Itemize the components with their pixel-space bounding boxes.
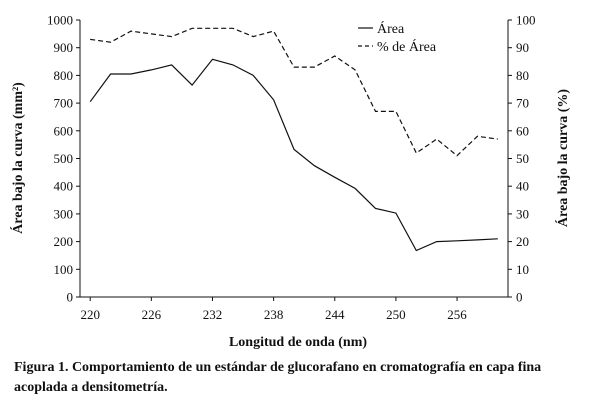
y-tick-label: 200	[54, 234, 74, 249]
legend: Área % de Área	[358, 20, 437, 55]
x-tick-label: 232	[203, 307, 223, 322]
x-tick-label: 256	[447, 307, 467, 322]
y2-tick-label: 90	[516, 40, 529, 55]
y-tick-label: 600	[54, 123, 74, 138]
y-tick-label: 0	[67, 290, 74, 305]
chart-axes	[79, 20, 509, 298]
x-tick-label: 226	[142, 307, 162, 322]
x-tick-label: 250	[386, 307, 406, 322]
y2-tick-label: 10	[516, 262, 529, 277]
y-tick-label: 1000	[47, 13, 73, 28]
y2-tick-label: 50	[516, 151, 529, 166]
x-axis-title: Longitud de onda (nm)	[229, 335, 367, 350]
y-tick-label: 700	[54, 96, 74, 111]
y-tick-label: 400	[54, 179, 74, 194]
x-tick-label: 244	[325, 307, 345, 322]
y2-tick-label: 30	[516, 206, 529, 221]
series-line-percent	[90, 27, 498, 157]
y2-tick-label: 60	[516, 123, 529, 138]
y2-tick-label: 0	[516, 290, 523, 305]
y2-tick-label: 40	[516, 179, 529, 194]
y-tick-label: 500	[54, 151, 74, 166]
y2-tick-label: 70	[516, 96, 529, 111]
x-tick-label: 220	[80, 307, 100, 322]
y-tick-label: 900	[54, 40, 74, 55]
legend-label-area: Área	[377, 20, 405, 37]
chart-ticks: 0 100 200 300 400 500 600 700 800 900 1000 0 10 20 30 4…	[47, 13, 536, 323]
chart-series	[89, 27, 498, 252]
y2-tick-label: 100	[516, 13, 536, 28]
y-tick-label: 800	[54, 68, 74, 83]
chart: 0 100 200 300 400 500 600 700 800 900 1000 0 10 20 30 4…	[9, 13, 571, 351]
y2-tick-label: 80	[516, 68, 529, 83]
y-tick-label: 300	[54, 206, 74, 221]
y-tick-label: 100	[54, 262, 74, 277]
y2-axis-title: Área bajo la curva (%)	[554, 89, 571, 227]
series-line-area	[89, 58, 498, 252]
y-axis-title: Área bajo la curva (mm²)	[9, 82, 26, 234]
legend-label-percent: % de Área	[377, 38, 437, 55]
x-tick-label: 238	[264, 307, 284, 322]
figure-caption: Figura 1. Comportamiento de un estándar …	[14, 360, 542, 395]
y2-tick-label: 20	[516, 234, 529, 249]
